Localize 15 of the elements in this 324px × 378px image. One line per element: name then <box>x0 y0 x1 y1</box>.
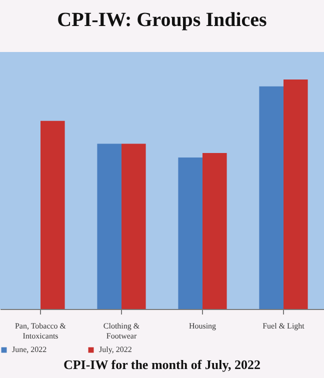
x-tick-label: Fuel & Light <box>262 322 306 330</box>
chart-title: CPI-IW: Groups Indices <box>57 9 268 31</box>
bar <box>40 120 65 309</box>
x-tick-label: Clothing & Footwear <box>103 322 140 340</box>
legend-label: June, 2022 <box>12 345 47 354</box>
bar <box>97 144 122 309</box>
bar <box>259 86 284 309</box>
text: CPI-IW for the month of July, 2022 <box>62 356 262 374</box>
bar <box>202 152 227 309</box>
bar <box>284 80 308 309</box>
legend-label: July, 2022 <box>99 345 132 354</box>
bar <box>178 158 202 309</box>
x-tick-label: Housing <box>188 322 216 330</box>
bar <box>122 144 146 309</box>
x-tick-label: Pan, Tobacco & Intoxicants <box>14 322 67 340</box>
